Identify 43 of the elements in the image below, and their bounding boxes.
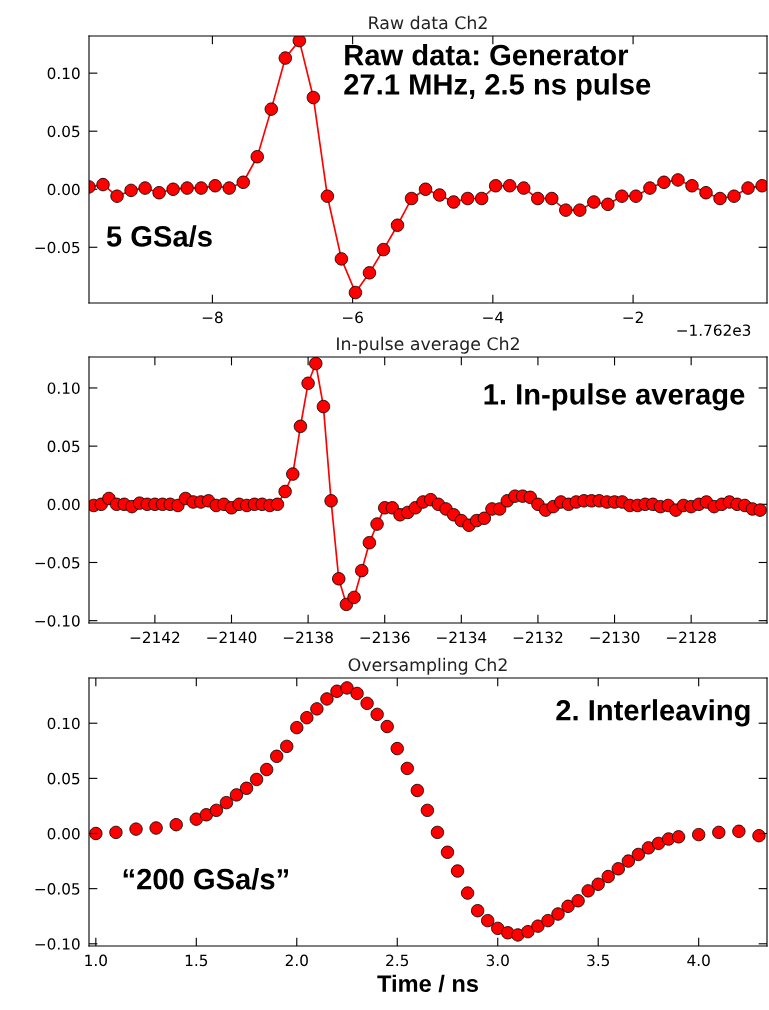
x-tick-label: 1.0	[85, 954, 107, 967]
text: −1.762e3	[677, 324, 751, 336]
x-tick-label: −4	[483, 311, 504, 323]
x-axis-title: Time / ns	[377, 974, 478, 993]
y-tick-label: 0.05	[47, 440, 80, 453]
y-tick-label: −0.05	[35, 241, 80, 254]
x-tick-label: 3.5	[587, 954, 610, 967]
chart-title: In-pulse average Ch2	[337, 336, 519, 354]
y-tick-label: 0.10	[47, 67, 80, 80]
x-tick-label: 2.0	[285, 954, 308, 967]
x-tick-label: 3.0	[486, 954, 509, 967]
annotation: 2. Interleaving	[556, 699, 750, 727]
x-tick-label: −2136	[360, 631, 410, 644]
x-tick-label: −2134	[437, 631, 487, 644]
chart-title: Oversampling Ch2	[348, 657, 507, 675]
y-tick-label: −0.10	[35, 615, 80, 627]
annotation: 1. In-pulse average	[484, 383, 745, 411]
x-tick-label: −2	[623, 311, 643, 323]
x-tick-label: −2132	[513, 631, 563, 644]
x-tick-label: 2.5	[386, 954, 409, 967]
y-tick-label: −0.05	[35, 883, 80, 895]
x-tick-label: −6	[342, 311, 363, 324]
annotation: “200 GSa/s”	[123, 868, 288, 890]
chart-title: Raw data Ch2	[369, 15, 487, 30]
y-tick-label: 0.00	[47, 183, 80, 196]
y-tick-label: 0.05	[47, 125, 80, 138]
y-tick-label: 0.10	[47, 717, 80, 730]
x-tick-label: −2138	[283, 631, 333, 644]
x-tick-label: −2130	[590, 631, 640, 644]
y-tick-label: 0.00	[47, 827, 80, 840]
y-tick-label: 0.00	[47, 498, 80, 511]
y-tick-label: 0.10	[47, 382, 80, 394]
annotation: 5 GSa/s	[106, 225, 212, 248]
y-tick-label: 0.05	[47, 772, 80, 785]
x-tick-label: 4.0	[687, 954, 710, 967]
annotation: Raw data: Generator 27.1 MHz, 2.5 ns pulse	[344, 44, 651, 101]
x-tick-label: −2140	[207, 631, 257, 644]
x-tick-label: −2142	[130, 631, 180, 643]
x-tick-label: −2128	[666, 631, 716, 644]
x-tick-label: 1.5	[185, 954, 208, 967]
y-tick-label: −0.05	[35, 556, 80, 569]
y-tick-label: −0.10	[35, 938, 80, 950]
x-tick-label: −8	[202, 311, 223, 324]
